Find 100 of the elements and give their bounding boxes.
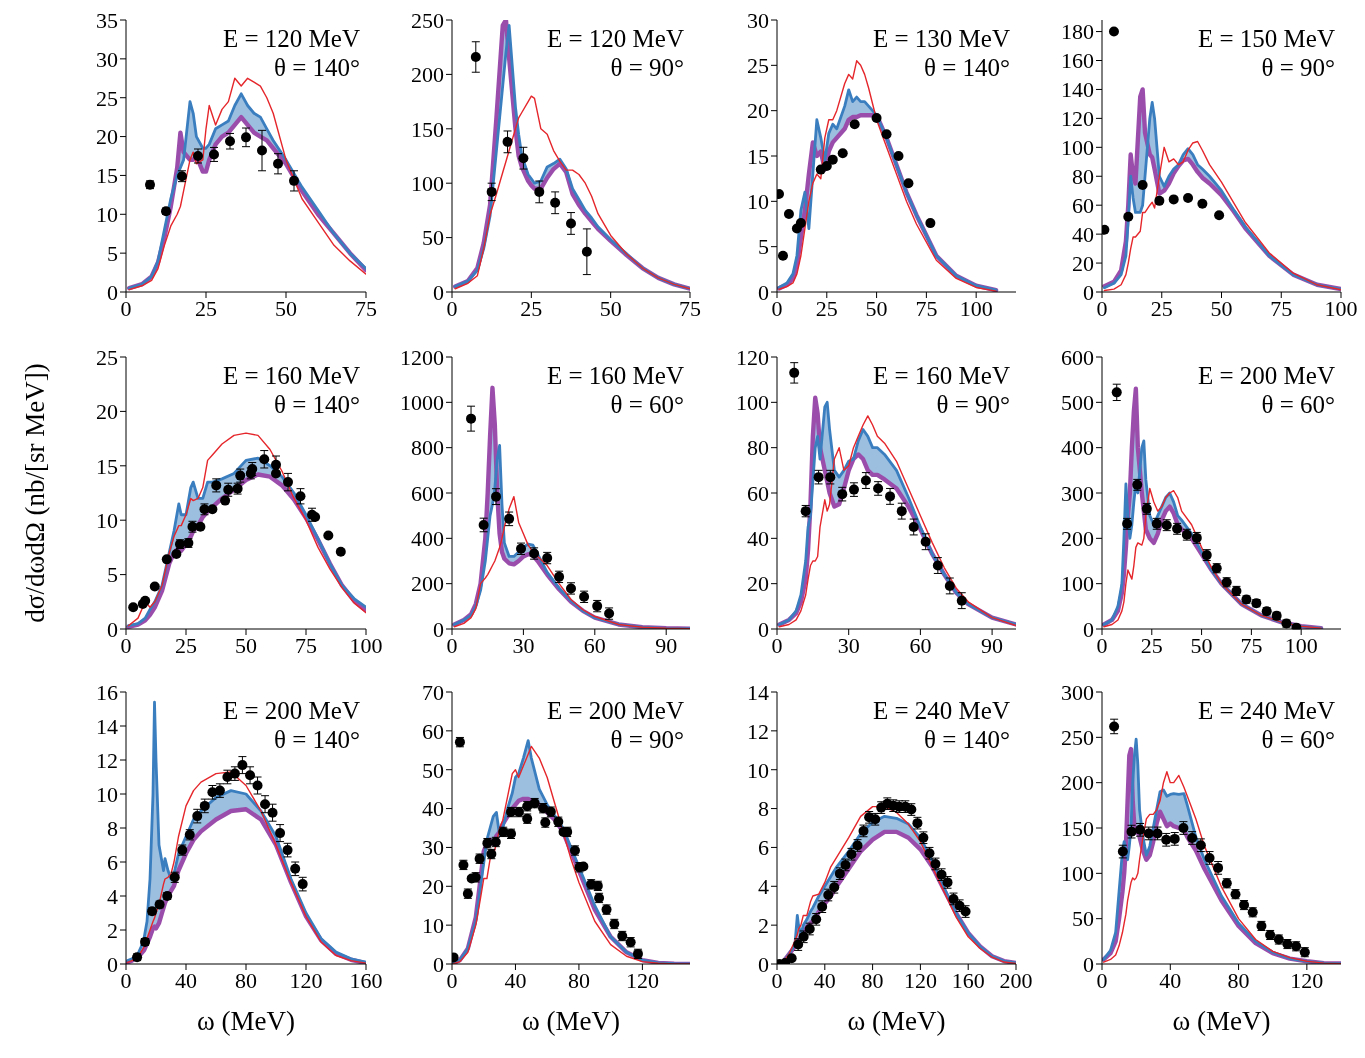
point xyxy=(245,770,256,781)
x-tick-label: 75 xyxy=(1270,295,1293,321)
y-tick-label: 0 xyxy=(107,951,118,977)
y-tick-label: 140 xyxy=(1061,77,1094,103)
annotation: E = 240 MeV xyxy=(1198,696,1335,725)
y-tick-label: 10 xyxy=(747,757,769,783)
y-tick-label: 10 xyxy=(96,781,118,807)
y-axis-title: dσ/dωdΩ (nb/[sr MeV]) xyxy=(20,363,51,623)
y-tick-label: 6 xyxy=(107,849,118,875)
point xyxy=(550,197,561,208)
y-tick-label: 40 xyxy=(1072,221,1094,247)
point xyxy=(849,119,860,130)
x-tick-label: 80 xyxy=(235,967,257,993)
y-tick-label: 14 xyxy=(747,679,769,705)
x-tick-label: 120 xyxy=(625,967,659,993)
y-tick-label: 25 xyxy=(747,53,769,79)
y-tick-label: 100 xyxy=(1061,135,1094,161)
point xyxy=(566,218,576,229)
point xyxy=(491,491,502,502)
x-tick-label: 50 xyxy=(1210,295,1233,321)
y-tick-label: 35 xyxy=(96,7,118,33)
y-tick-label: 800 xyxy=(411,435,444,461)
y-tick-label: 300 xyxy=(1061,480,1094,506)
x-tick-label: 40 xyxy=(504,967,527,993)
annotation: θ = 140° xyxy=(272,725,360,754)
y-tick-label: 200 xyxy=(1061,770,1094,796)
y-tick-label: 400 xyxy=(1061,435,1094,461)
y-tick-label: 15 xyxy=(96,163,118,189)
point xyxy=(207,504,218,515)
y-tick-label: 0 xyxy=(758,279,769,305)
y-tick-label: 250 xyxy=(411,7,444,33)
y-tick-label: 10 xyxy=(96,508,118,534)
y-tick-label: 80 xyxy=(1072,164,1094,190)
y-tick-label: 10 xyxy=(96,202,118,228)
x-tick-label: 25 xyxy=(1150,295,1173,321)
point xyxy=(470,51,481,62)
y-tick-label: 150 xyxy=(411,116,444,142)
x-tick-label: 40 xyxy=(1159,967,1182,993)
annotation: E = 200 MeV xyxy=(1198,361,1335,390)
point xyxy=(1197,198,1208,209)
annotation: E = 130 MeV xyxy=(873,24,1010,53)
y-tick-label: 20 xyxy=(747,98,769,124)
y-tick-label: 300 xyxy=(1061,679,1094,705)
x-tick-label: 50 xyxy=(865,295,888,321)
point xyxy=(786,953,797,964)
annotation: E = 240 MeV xyxy=(873,696,1010,725)
point xyxy=(896,506,907,517)
y-tick-label: 0 xyxy=(758,951,769,977)
y-tick-label: 600 xyxy=(411,480,444,506)
point xyxy=(161,554,172,565)
point xyxy=(283,477,293,488)
x-tick-label: 50 xyxy=(235,632,257,658)
x-tick-label: 50 xyxy=(599,295,622,321)
y-tick-label: 100 xyxy=(1061,571,1094,597)
point xyxy=(908,522,919,532)
point xyxy=(259,454,270,465)
x-tick-label: 60 xyxy=(909,632,932,658)
y-tick-label: 5 xyxy=(107,240,118,266)
y-tick-label: 200 xyxy=(411,571,444,597)
point xyxy=(275,828,286,839)
y-tick-label: 160 xyxy=(1061,48,1094,74)
x-tick-label: 25 xyxy=(1140,632,1163,658)
y-tick-label: 8 xyxy=(107,815,118,841)
x-tick-label: 100 xyxy=(959,295,993,321)
point xyxy=(502,136,513,147)
x-tick-label: 200 xyxy=(999,967,1033,993)
y-tick-label: 15 xyxy=(96,453,118,479)
x-tick-label: 80 xyxy=(861,967,884,993)
y-tick-label: 0 xyxy=(433,616,444,642)
y-tick-label: 8 xyxy=(758,796,769,822)
y-tick-label: 5 xyxy=(107,562,118,588)
point xyxy=(257,145,267,156)
y-tick-label: 0 xyxy=(1083,616,1094,642)
annotation: θ = 60° xyxy=(1260,725,1335,754)
y-tick-label: 16 xyxy=(96,679,118,705)
annotation: θ = 60° xyxy=(609,390,684,419)
annotation: θ = 90° xyxy=(609,53,684,82)
y-tick-label: 80 xyxy=(747,435,769,461)
point xyxy=(1111,387,1122,398)
point xyxy=(789,367,800,378)
point xyxy=(149,581,160,592)
point xyxy=(466,413,477,424)
annotation: E = 150 MeV xyxy=(1198,24,1335,53)
annotation: E = 200 MeV xyxy=(547,696,684,725)
x-tick-label: 75 xyxy=(1240,632,1263,658)
y-tick-label: 1000 xyxy=(400,390,444,416)
y-tick-label: 20 xyxy=(1072,250,1094,276)
y-tick-label: 25 xyxy=(96,85,118,111)
point xyxy=(1108,26,1119,37)
point xyxy=(920,536,931,547)
x-axis-title: ω (MeV) xyxy=(197,1006,295,1036)
annotation: θ = 90° xyxy=(609,725,684,754)
y-tick-label: 20 xyxy=(747,571,769,597)
y-tick-label: 0 xyxy=(433,951,444,977)
y-tick-label: 100 xyxy=(1061,861,1094,887)
x-tick-label: 90 xyxy=(981,632,1004,658)
x-tick-label: 75 xyxy=(355,295,377,321)
point xyxy=(581,246,592,257)
y-tick-label: 10 xyxy=(747,189,769,215)
point xyxy=(827,154,838,165)
